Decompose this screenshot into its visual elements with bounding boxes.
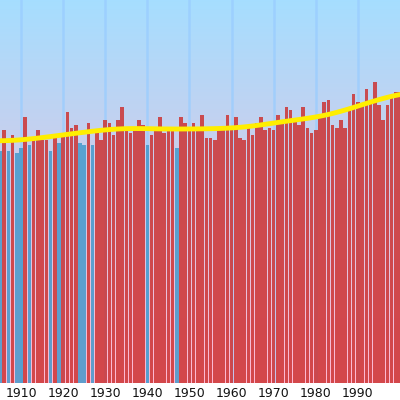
Bar — [133, 128, 136, 383]
Bar — [293, 120, 296, 383]
Bar — [217, 128, 221, 383]
Bar — [36, 130, 40, 383]
Bar — [289, 110, 292, 383]
Bar — [377, 105, 381, 383]
Bar — [238, 138, 242, 383]
Bar — [226, 115, 229, 383]
Bar — [57, 143, 61, 383]
Bar — [171, 130, 174, 383]
Bar — [314, 130, 318, 383]
Bar — [272, 130, 276, 383]
Bar — [196, 130, 200, 383]
Bar — [61, 133, 65, 383]
Bar — [74, 125, 78, 383]
Bar — [49, 150, 52, 383]
Bar — [150, 135, 153, 383]
Bar — [124, 130, 128, 383]
Bar — [247, 128, 250, 383]
Bar — [129, 133, 132, 383]
Bar — [82, 146, 86, 383]
Bar — [360, 105, 364, 383]
Bar — [204, 138, 208, 383]
Bar — [179, 118, 183, 383]
Bar — [398, 92, 400, 383]
Bar — [348, 110, 351, 383]
Bar — [116, 120, 120, 383]
Bar — [327, 100, 330, 383]
Bar — [120, 107, 124, 383]
Bar — [268, 128, 271, 383]
Bar — [213, 140, 216, 383]
Bar — [53, 135, 56, 383]
Bar — [310, 133, 313, 383]
Bar — [112, 135, 116, 383]
Bar — [2, 130, 6, 383]
Bar — [352, 94, 356, 383]
Bar — [335, 128, 339, 383]
Bar — [104, 120, 107, 383]
Bar — [373, 82, 376, 383]
Bar — [158, 118, 162, 383]
Bar — [108, 122, 111, 383]
Bar — [91, 146, 94, 383]
Bar — [24, 118, 27, 383]
Bar — [364, 89, 368, 383]
Bar — [242, 140, 246, 383]
Bar — [15, 153, 19, 383]
Bar — [137, 120, 141, 383]
Bar — [209, 138, 212, 383]
Bar — [322, 102, 326, 383]
Bar — [259, 118, 263, 383]
Bar — [28, 146, 31, 383]
Bar — [331, 125, 334, 383]
Bar — [146, 146, 149, 383]
Bar — [70, 128, 73, 383]
Bar — [297, 125, 301, 383]
Bar — [175, 148, 179, 383]
Bar — [318, 118, 322, 383]
Bar — [78, 143, 82, 383]
Bar — [162, 133, 166, 383]
Bar — [356, 102, 360, 383]
Bar — [381, 120, 385, 383]
Bar — [99, 140, 103, 383]
Bar — [32, 140, 36, 383]
Bar — [167, 130, 170, 383]
Bar — [230, 130, 233, 383]
Bar — [221, 128, 225, 383]
Bar — [200, 115, 204, 383]
Bar — [390, 97, 393, 383]
Bar — [154, 130, 158, 383]
Bar — [251, 135, 254, 383]
Bar — [276, 115, 280, 383]
Bar — [344, 128, 347, 383]
Bar — [87, 122, 90, 383]
Bar — [188, 130, 191, 383]
Bar — [264, 130, 267, 383]
Bar — [255, 122, 259, 383]
Bar — [44, 140, 48, 383]
Bar — [0, 150, 2, 383]
Bar — [369, 100, 372, 383]
Bar — [141, 125, 145, 383]
Bar — [95, 130, 99, 383]
Bar — [284, 107, 288, 383]
Bar — [234, 118, 238, 383]
Bar — [19, 148, 23, 383]
Bar — [66, 112, 69, 383]
Bar — [339, 120, 343, 383]
Bar — [306, 128, 309, 383]
Bar — [184, 122, 187, 383]
Bar — [280, 122, 284, 383]
Bar — [394, 92, 398, 383]
Bar — [7, 150, 10, 383]
Bar — [386, 105, 389, 383]
Bar — [192, 122, 196, 383]
Bar — [40, 140, 44, 383]
Bar — [301, 107, 305, 383]
Bar — [11, 135, 14, 383]
